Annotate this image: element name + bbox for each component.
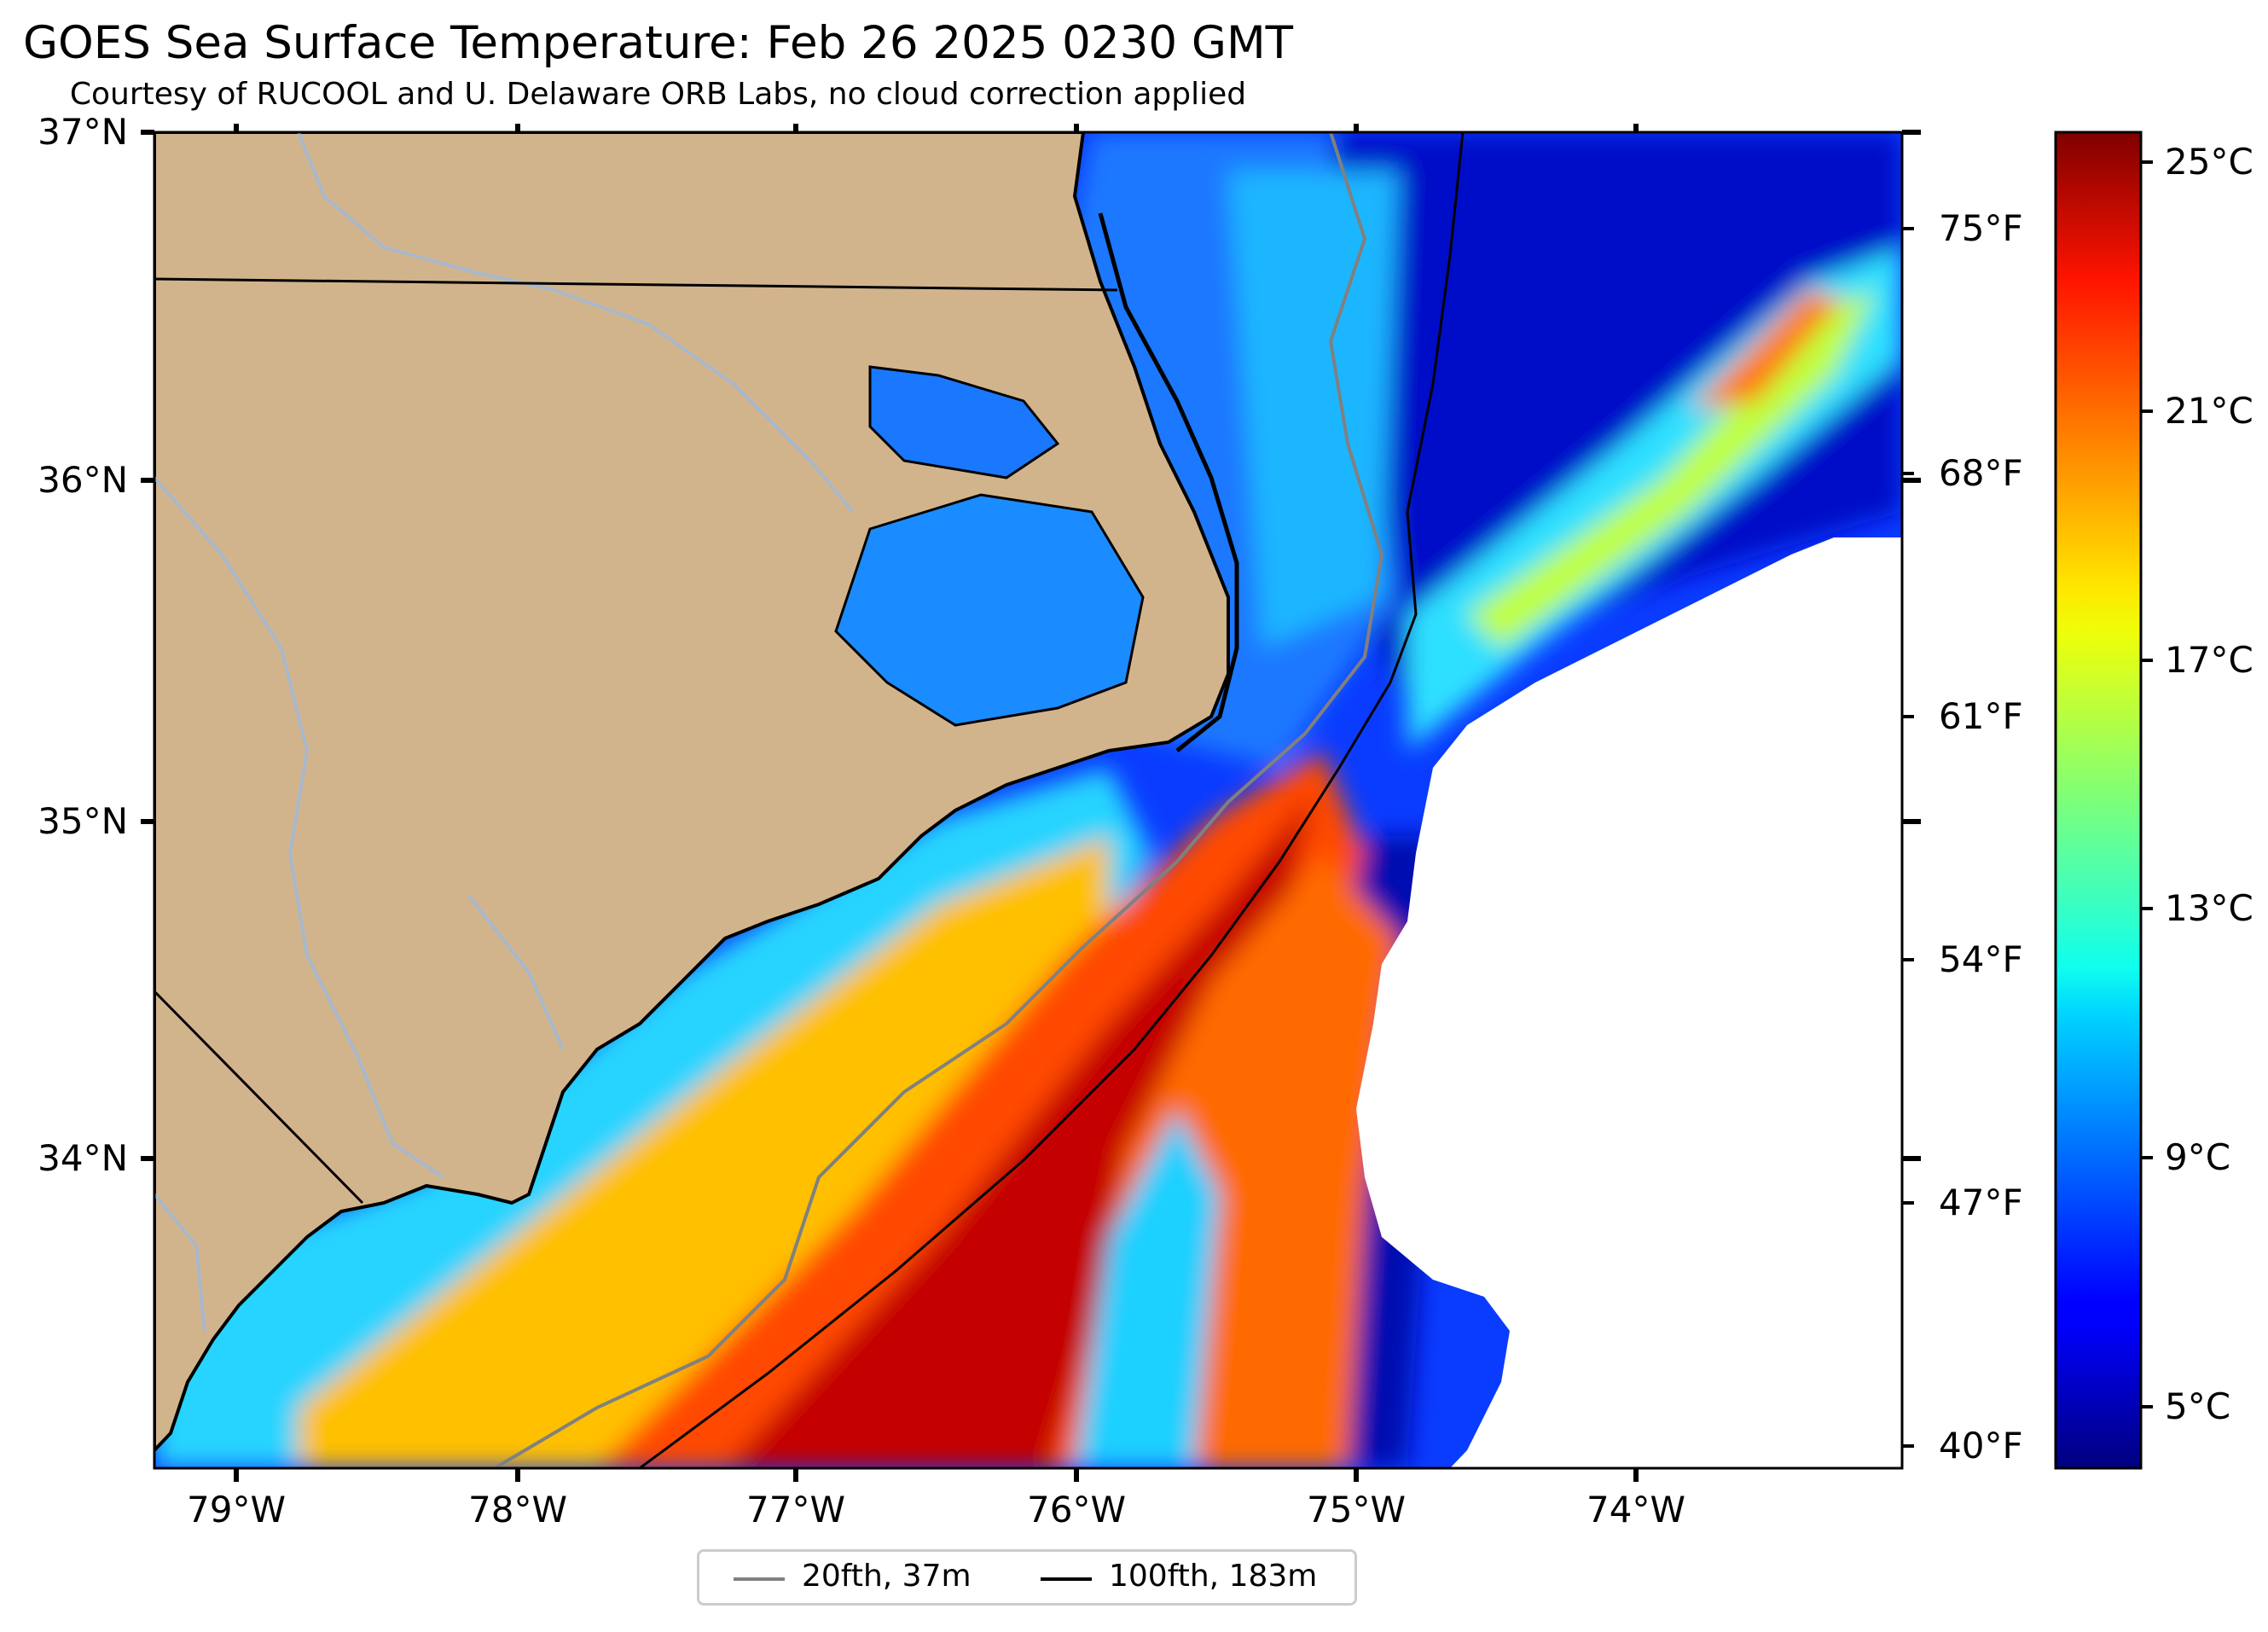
colorbar-label-21c: 21°C bbox=[2165, 390, 2253, 432]
lon-label-78: 78°W bbox=[468, 1489, 567, 1530]
fahrenheit-ticks bbox=[1902, 130, 1921, 1448]
frontal-band-cool bbox=[1075, 1109, 1220, 1468]
outer-banks bbox=[1098, 212, 1239, 752]
fahrenheit-label-61: 61°F bbox=[1939, 695, 2023, 737]
lon-label-74: 74°W bbox=[1586, 1489, 1685, 1530]
shelf-water-2 bbox=[1228, 171, 1399, 648]
isobath-100fth bbox=[639, 132, 1465, 1468]
map-frame bbox=[153, 131, 1904, 1470]
gulf-stream-core bbox=[725, 793, 1314, 1468]
va-nc-border bbox=[154, 277, 1118, 292]
legend-label-100fth: 100fth, 183m bbox=[1109, 1559, 1318, 1594]
fahrenheit-label-54: 54°F bbox=[1939, 938, 2023, 980]
lat-label-37: 37°N bbox=[38, 111, 128, 153]
lon-label-77: 77°W bbox=[746, 1489, 845, 1530]
lon-label-79: 79°W bbox=[187, 1489, 286, 1530]
colorbar-label-13c: 13°C bbox=[2165, 887, 2253, 929]
fahrenheit-label-68: 68°F bbox=[1939, 452, 2023, 494]
colorbar-label-17c: 17°C bbox=[2165, 639, 2253, 681]
isobath-20fth bbox=[493, 132, 1384, 1468]
cold-band-north bbox=[1331, 132, 1902, 700]
no-data-region bbox=[1356, 537, 1902, 1468]
lon-ticks bbox=[234, 124, 1639, 1482]
lat-label-34: 34°N bbox=[38, 1137, 128, 1179]
fahrenheit-label-47: 47°F bbox=[1939, 1182, 2023, 1223]
albemarle-sound bbox=[868, 365, 1060, 479]
plume-ne-hot bbox=[1689, 290, 1842, 409]
map-title: GOES Sea Surface Temperature: Feb 26 202… bbox=[22, 17, 1294, 69]
colorbar-label-25c: 25°C bbox=[2165, 141, 2253, 183]
map-subtitle: Courtesy of RUCOOL and U. Delaware ORB L… bbox=[69, 77, 1247, 112]
colorbar bbox=[2054, 131, 2143, 1470]
legend-swatch-20fth bbox=[734, 1577, 785, 1581]
fahrenheit-label-75: 75°F bbox=[1939, 207, 2023, 249]
legend-swatch-100fth bbox=[1041, 1577, 1092, 1581]
colorbar-label-9c: 9°C bbox=[2165, 1136, 2231, 1178]
lon-label-75: 75°W bbox=[1307, 1489, 1406, 1530]
south-shelf-warm bbox=[299, 836, 1109, 1468]
isobath-legend: 20fth, 37m 100fth, 183m bbox=[697, 1549, 1357, 1606]
legend-label-20fth: 20fth, 37m bbox=[802, 1559, 972, 1594]
pamlico-sound bbox=[834, 493, 1145, 727]
rivers bbox=[154, 132, 855, 1332]
fahrenheit-label-40: 40°F bbox=[1939, 1425, 2023, 1466]
lat-label-35: 35°N bbox=[38, 800, 128, 842]
lat-label-36: 36°N bbox=[38, 459, 128, 501]
colorbar-label-5c: 5°C bbox=[2165, 1385, 2231, 1427]
colorbar-ticks bbox=[2141, 160, 2153, 1408]
nc-sc-border bbox=[154, 990, 364, 1205]
lat-ticks bbox=[141, 130, 154, 1161]
lon-label-76: 76°W bbox=[1027, 1489, 1126, 1530]
